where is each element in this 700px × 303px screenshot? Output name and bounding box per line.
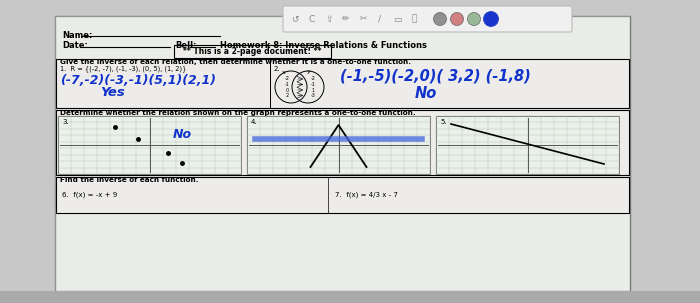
Circle shape [468, 12, 480, 25]
FancyBboxPatch shape [0, 291, 700, 303]
Text: Name:: Name: [62, 31, 92, 39]
Text: 4.: 4. [251, 119, 258, 125]
Text: Date:: Date: [62, 42, 88, 51]
Text: /: / [379, 15, 382, 24]
Text: -1: -1 [311, 82, 316, 87]
Text: -1: -1 [285, 82, 289, 87]
Text: (-7,-2)(-3,-1)(5,1)(2,1): (-7,-2)(-3,-1)(5,1)(2,1) [60, 74, 216, 86]
Text: ✂: ✂ [359, 15, 367, 24]
Text: Give the inverse of each relation, then determine whether it is a one-to-one fun: Give the inverse of each relation, then … [60, 59, 411, 65]
Text: y: y [307, 69, 311, 75]
Text: -2: -2 [311, 76, 316, 82]
Text: -3: -3 [311, 93, 316, 98]
Text: 1: 1 [312, 88, 314, 92]
Text: 6.  f(x) = -x + 9: 6. f(x) = -x + 9 [62, 192, 118, 198]
Text: ▭: ▭ [393, 15, 401, 24]
Text: 2: 2 [286, 93, 288, 98]
Text: Homework 8: Inverse Relations & Functions: Homework 8: Inverse Relations & Function… [220, 42, 427, 51]
Circle shape [484, 12, 498, 26]
Text: 5.: 5. [440, 119, 447, 125]
Text: ↺: ↺ [291, 15, 299, 24]
Text: Yes: Yes [100, 85, 125, 98]
Text: 7.  f(x) = 4/3 x - 7: 7. f(x) = 4/3 x - 7 [335, 192, 398, 198]
Text: Determine whether the relation shown on the graph represents a one-to-one functi: Determine whether the relation shown on … [60, 110, 416, 116]
Text: x: x [282, 69, 286, 75]
FancyBboxPatch shape [55, 16, 630, 291]
FancyBboxPatch shape [247, 116, 430, 174]
Text: 3.: 3. [62, 119, 69, 125]
Text: Bell:: Bell: [175, 42, 197, 51]
FancyBboxPatch shape [174, 45, 331, 58]
Text: No: No [415, 85, 438, 101]
Text: ⇧: ⇧ [326, 15, 332, 24]
Text: 1.  R = {(-2, -7), (-1, -3), (0, 5), (1, 2)}: 1. R = {(-2, -7), (-1, -3), (0, 5), (1, … [60, 66, 186, 72]
Circle shape [451, 12, 463, 25]
Text: No: No [173, 128, 192, 141]
FancyBboxPatch shape [56, 177, 629, 213]
Text: 0: 0 [286, 88, 288, 92]
FancyBboxPatch shape [56, 110, 629, 175]
Circle shape [433, 12, 447, 25]
Text: Find the inverse of each function.: Find the inverse of each function. [60, 177, 199, 183]
Text: C: C [309, 15, 315, 24]
Text: (-1,-5)(-2,0)( 3,2) (-1,8): (-1,-5)(-2,0)( 3,2) (-1,8) [340, 68, 531, 84]
FancyBboxPatch shape [436, 116, 619, 174]
Text: -2: -2 [285, 76, 289, 82]
Text: 2.: 2. [274, 66, 281, 72]
FancyBboxPatch shape [56, 59, 629, 108]
FancyBboxPatch shape [283, 6, 572, 32]
Text: ⬜: ⬜ [412, 15, 416, 24]
FancyBboxPatch shape [58, 116, 241, 174]
Text: ** This is a 2-page document! **: ** This is a 2-page document! ** [183, 48, 321, 56]
Text: ✏: ✏ [342, 15, 350, 24]
FancyBboxPatch shape [55, 16, 630, 291]
